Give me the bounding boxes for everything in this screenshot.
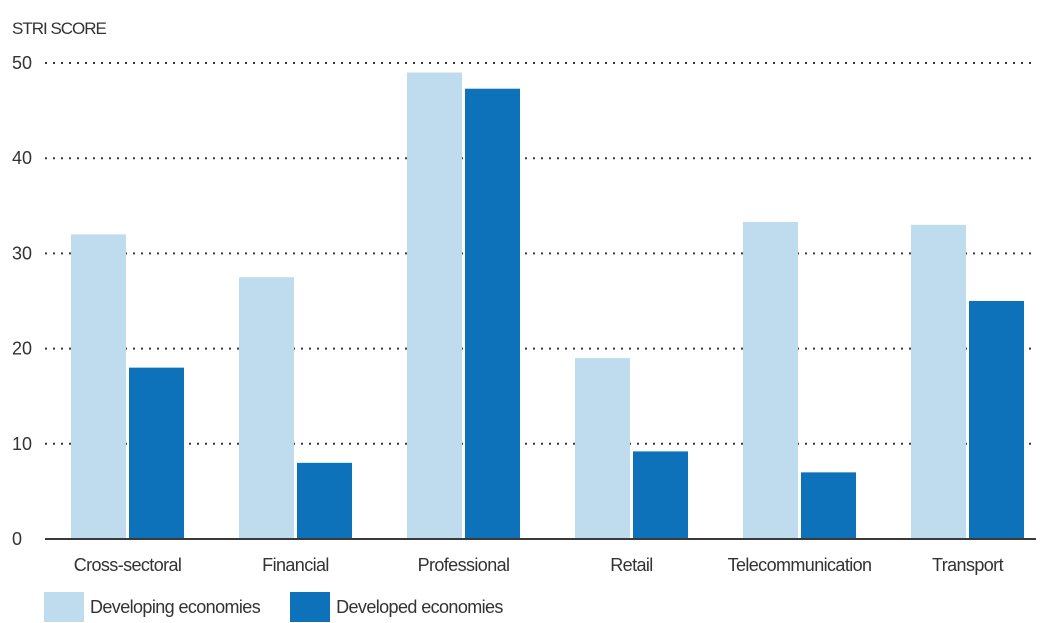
bar-cross-sectoral-developing xyxy=(71,234,126,540)
legend: Developing economies Developed economies xyxy=(44,592,533,622)
y-tick-label-30: 30 xyxy=(12,243,32,263)
x-tick-label-retail: Retail xyxy=(610,555,652,575)
y-tick-label-50: 50 xyxy=(12,53,32,73)
x-tick-label-transport: Transport xyxy=(932,555,1004,575)
legend-label-developing: Developing economies xyxy=(90,596,261,617)
x-tick-label-financial: Financial xyxy=(262,555,329,575)
bar-cross-sectoral-developed xyxy=(129,367,184,539)
bar-transport-developed xyxy=(969,301,1024,539)
bar-financial-developing xyxy=(239,277,294,539)
y-tick-label-0: 0 xyxy=(12,529,22,549)
legend-swatch-developed xyxy=(290,592,331,622)
y-tick-label-20: 20 xyxy=(12,339,32,359)
bar-professional-developed xyxy=(465,88,520,539)
bar-financial-developed xyxy=(297,462,352,539)
x-tick-label-professional: Professional xyxy=(418,555,510,575)
y-axis-title: STRI SCORE xyxy=(12,19,107,38)
y-tick-label-10: 10 xyxy=(12,434,32,454)
x-tick-label-cross-sectoral: Cross-sectoral xyxy=(74,555,182,575)
legend-label-developed: Developed economies xyxy=(336,596,503,617)
bar-retail-developed xyxy=(633,451,688,539)
bar-professional-developing xyxy=(407,72,462,540)
bar-retail-developing xyxy=(575,358,630,539)
legend-item-developing: Developing economies xyxy=(44,592,261,622)
legend-swatch-developing xyxy=(44,592,84,622)
y-tick-label-40: 40 xyxy=(12,148,32,168)
x-tick-label-telecommunication: Telecommunication xyxy=(728,555,872,575)
bar-telecommunication-developing xyxy=(743,221,798,539)
legend-item-developed: Developed economies xyxy=(290,592,503,622)
bar-transport-developing xyxy=(911,224,966,539)
bar-telecommunication-developed xyxy=(801,472,856,539)
